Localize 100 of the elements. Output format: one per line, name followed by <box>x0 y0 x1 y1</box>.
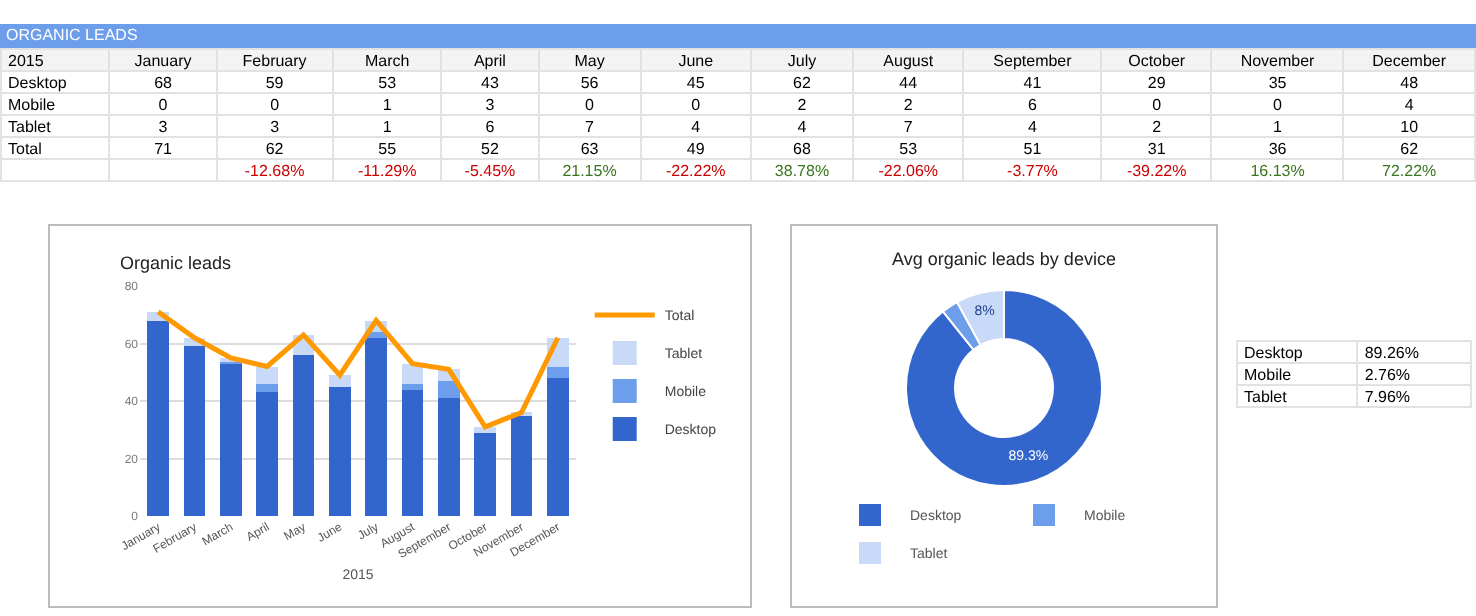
data-label: 63 <box>538 137 641 159</box>
data-label: 2 <box>853 93 964 115</box>
x-tick-label: June <box>640 49 751 71</box>
y-tick-label: Desktop <box>1 71 110 93</box>
text: 7.96% <box>1357 385 1471 407</box>
data-label: 31 <box>1101 137 1212 159</box>
y-tick-label: Tablet <box>1 115 110 137</box>
chart-title: Avg organic leads by device <box>892 249 1116 270</box>
bar <box>256 392 279 516</box>
text: 2.76% <box>1357 363 1471 385</box>
data-label: 4 <box>750 115 854 137</box>
data-label: 16.13% <box>1211 159 1344 181</box>
x-tick-label: July <box>750 49 854 71</box>
data-label: 0 <box>216 93 334 115</box>
data-label: 21.15% <box>538 159 641 181</box>
data-label: 62 <box>750 71 854 93</box>
data-label: 4 <box>1343 93 1475 115</box>
x-tick-label: December <box>1343 49 1475 71</box>
data-label: -3.77% <box>963 159 1102 181</box>
bar <box>292 355 315 516</box>
data-label: 56 <box>538 71 641 93</box>
data-label: 7 <box>538 115 641 137</box>
data-label: -11.29% <box>333 159 442 181</box>
data-label: 62 <box>1343 137 1475 159</box>
data-label: -5.45% <box>441 159 539 181</box>
y-tick-label: Mobile <box>1 93 110 115</box>
data-label: 36 <box>1211 137 1344 159</box>
data-label: -39.22% <box>1101 159 1212 181</box>
data-label: -12.68% <box>216 159 334 181</box>
x-tick-label: November <box>1211 49 1344 71</box>
data-label: 2 <box>750 93 854 115</box>
data-label: 38.78% <box>750 159 854 181</box>
data-label: 53 <box>853 137 964 159</box>
x-tick-label: May <box>538 49 641 71</box>
bar <box>437 398 460 516</box>
line-series <box>155 309 561 430</box>
x-tick-label: February <box>216 49 334 71</box>
bar <box>256 383 279 393</box>
data-label: 35 <box>1211 71 1344 93</box>
data-label: 59 <box>216 71 334 93</box>
bar <box>546 366 569 378</box>
text: Mobile <box>1237 363 1358 385</box>
data-label: 3 <box>109 115 217 137</box>
x-axis-title: 2015 <box>1 49 110 71</box>
bar <box>147 320 170 516</box>
data-label: 10 <box>1343 115 1475 137</box>
data-label: 4 <box>963 115 1102 137</box>
data-label: 1 <box>333 115 442 137</box>
data-label: 6 <box>441 115 539 137</box>
data-label: 29 <box>1101 71 1212 93</box>
bar <box>328 386 351 516</box>
data-label: 1 <box>333 93 442 115</box>
text: Tablet <box>1237 385 1358 407</box>
data-label: 3 <box>216 115 334 137</box>
bar <box>256 366 279 384</box>
data-label: 71 <box>109 137 217 159</box>
bar <box>328 375 351 387</box>
bar <box>365 337 388 516</box>
data-label: 3 <box>441 93 539 115</box>
data-label: 1 <box>1211 115 1344 137</box>
data-label: 0 <box>640 93 751 115</box>
bar <box>401 383 424 390</box>
x-tick-label: January <box>109 49 217 71</box>
x-tick-label: August <box>853 49 964 71</box>
data-label: 53 <box>333 71 442 93</box>
data-label: 48 <box>1343 71 1475 93</box>
bar <box>546 378 569 516</box>
data-label: 4 <box>640 115 751 137</box>
data-label: 0 <box>1101 93 1212 115</box>
y-tick-label: Total <box>1 137 110 159</box>
data-label: 2 <box>1101 115 1212 137</box>
data-label: 68 <box>750 137 854 159</box>
data-label: 0 <box>538 93 641 115</box>
x-tick-label: October <box>1101 49 1212 71</box>
bar <box>183 346 206 516</box>
data-label: 51 <box>963 137 1102 159</box>
data-label: 7 <box>853 115 964 137</box>
data-label: 72.22% <box>1343 159 1475 181</box>
data-label: 49 <box>640 137 751 159</box>
data-label: 0 <box>1211 93 1344 115</box>
x-tick-label: April <box>441 49 539 71</box>
data-label: 68 <box>109 71 217 93</box>
data-label: 43 <box>441 71 539 93</box>
data-label: 0 <box>109 93 217 115</box>
bar <box>437 380 460 399</box>
chart-title: Organic leads <box>120 253 233 273</box>
donut-slice <box>905 289 1103 487</box>
data-label: 62 <box>216 137 334 159</box>
bar <box>474 432 497 516</box>
data-label: -22.06% <box>853 159 964 181</box>
chart-title: ORGANIC LEADS <box>0 24 1476 48</box>
data-label: 45 <box>640 71 751 93</box>
data-label: 55 <box>333 137 442 159</box>
data-label: 44 <box>853 71 964 93</box>
text: 89.26% <box>1357 341 1471 363</box>
data-label: 41 <box>963 71 1102 93</box>
bar <box>401 389 424 516</box>
bar <box>474 426 497 433</box>
x-tick-label: March <box>333 49 442 71</box>
text: Desktop <box>1237 341 1358 363</box>
